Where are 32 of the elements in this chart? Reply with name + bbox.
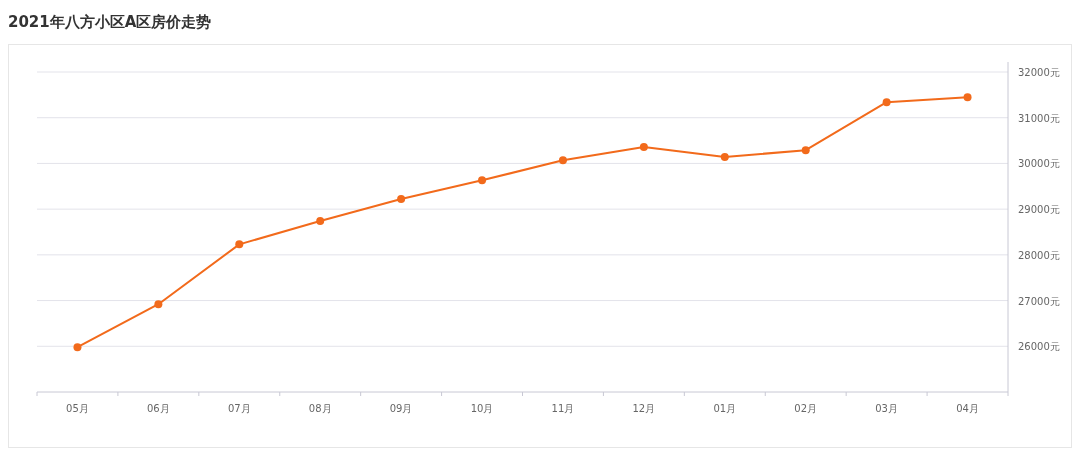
chart-title: 2021年八方小区A区房价走势 (8, 13, 212, 31)
y-tick-label: 28000元 (1018, 249, 1060, 261)
x-tick-label: 07月 (227, 403, 251, 414)
point (154, 300, 163, 309)
x-tick-label: 11月 (551, 403, 575, 414)
point (558, 156, 567, 165)
point (720, 153, 729, 162)
x-tick-label: 06月 (147, 403, 170, 414)
x-tick-label: 12月 (632, 403, 656, 414)
x-tick-label: 02月 (794, 403, 818, 414)
point (478, 176, 487, 185)
x-tick-label: 01月 (713, 403, 737, 414)
x-tick-label: 03月 (875, 403, 898, 414)
y-tick-label: 29000元 (1018, 204, 1060, 216)
x-tick-label: 09月 (389, 403, 413, 414)
y-tick-label: 32000元 (1018, 67, 1060, 78)
point (73, 343, 82, 352)
point (397, 195, 406, 204)
x-tick-label: 05月 (66, 403, 89, 414)
y-tick-label: 30000元 (1018, 158, 1060, 170)
y-tick-label: 27000元 (1018, 295, 1060, 307)
x-tick-label: 08月 (308, 403, 332, 414)
point (801, 146, 810, 155)
point (882, 98, 891, 107)
point (235, 240, 244, 249)
point (316, 217, 325, 226)
x-tick-label: 10月 (470, 403, 494, 414)
point (963, 93, 972, 102)
x-tick-label: 04月 (956, 403, 979, 414)
y-tick-label: 26000元 (1018, 341, 1060, 353)
point (639, 142, 648, 151)
y-tick-label: 31000元 (1018, 112, 1060, 124)
